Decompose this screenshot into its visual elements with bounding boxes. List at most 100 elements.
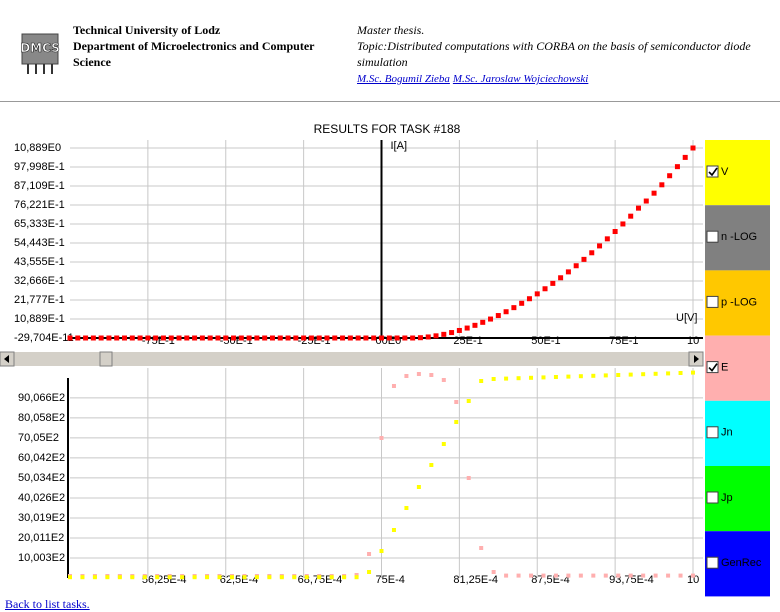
y-tick-label: 40,026E2 [18, 492, 65, 504]
data-point [674, 164, 680, 170]
thesis-info: Master thesis. Topic:Distributed computa… [357, 22, 777, 87]
data-point [682, 154, 688, 160]
data-point [666, 371, 671, 376]
data-point [229, 575, 234, 580]
logo-chip [21, 33, 59, 65]
data-point [653, 371, 658, 376]
y-tick-label: 50,034E2 [18, 472, 65, 484]
checkbox[interactable] [706, 426, 719, 439]
back-link[interactable]: Back to list tasks. [5, 597, 90, 611]
data-point [180, 575, 185, 580]
checkbox[interactable] [706, 556, 719, 569]
y-tick-label: 21,777E-1 [14, 294, 65, 306]
data-point [565, 269, 571, 275]
check-mark [708, 363, 718, 372]
y-tick-label: 10,889E-1 [14, 313, 65, 325]
scrollbar[interactable] [0, 352, 703, 366]
data-point [267, 575, 272, 580]
data-point [277, 335, 283, 341]
y-tick-label: 10,889E0 [14, 142, 61, 154]
thesis: Master thesis. [357, 23, 425, 37]
data-point [192, 575, 197, 580]
data-point [635, 205, 641, 211]
x-tick-label: 25E-1 [453, 335, 482, 347]
data-point [558, 275, 564, 281]
checkbox[interactable] [706, 230, 719, 243]
x-tick-label: 75E-4 [376, 574, 405, 586]
data-point [215, 335, 221, 341]
data-point [246, 335, 252, 341]
data-point [316, 335, 322, 341]
legend-label: V [721, 166, 729, 178]
data-point [391, 384, 396, 388]
data-point [628, 372, 633, 377]
data-point [526, 296, 532, 302]
data-point [516, 376, 521, 381]
y-tick-label: 10,003E2 [18, 552, 65, 564]
checkbox[interactable] [706, 295, 719, 308]
y-tick-label: 80,058E2 [18, 412, 65, 424]
data-point [691, 370, 695, 375]
data-point [168, 335, 174, 341]
data-point [550, 280, 556, 286]
data-point [416, 372, 421, 376]
data-point [114, 335, 120, 341]
checkbox[interactable] [706, 361, 719, 374]
x-axis-label: U[V] [676, 312, 697, 324]
data-point [429, 463, 434, 467]
x-tick-label: 56,25E-4 [142, 574, 187, 586]
y-tick-label: -29,704E-11 [14, 332, 74, 344]
author-link[interactable]: M.Sc. Bogumil Zieba [357, 73, 450, 85]
data-point [416, 485, 421, 489]
data-point [105, 575, 110, 580]
x-tick-label: 81,25E-4 [453, 574, 498, 586]
legend-label: Jp [721, 492, 733, 504]
legend-label: n -LOG [721, 231, 757, 243]
data-point [603, 373, 608, 378]
data-point [454, 400, 459, 404]
data-point [145, 335, 151, 341]
data-point [604, 236, 610, 242]
data-point [262, 335, 268, 341]
data-point [491, 377, 496, 381]
data-point [207, 335, 213, 341]
data-point [678, 371, 683, 375]
data-point [566, 573, 571, 578]
data-point [429, 373, 434, 377]
data-point [379, 335, 384, 341]
checkbox[interactable] [706, 165, 719, 178]
scroll-thumb[interactable] [99, 351, 113, 367]
data-point [342, 575, 347, 580]
data-point [541, 375, 546, 380]
data-point [417, 335, 423, 341]
authors: M.Sc. Bogumil Zieba M.Sc. Jaroslaw Wojci… [357, 70, 777, 87]
author-link[interactable]: M.Sc. Jaroslaw Wojciechowski [452, 73, 589, 85]
data-point [223, 335, 229, 341]
data-point [589, 250, 595, 256]
data-point [340, 335, 346, 341]
data-point [167, 575, 172, 580]
data-point [641, 372, 646, 377]
data-point [324, 335, 330, 341]
data-point [529, 573, 534, 578]
data-point [678, 573, 683, 578]
data-point [130, 575, 135, 580]
y-tick-label: 43,555E-1 [14, 256, 65, 268]
legend-label: Jn [721, 427, 733, 439]
data-point [466, 476, 471, 480]
data-point [410, 335, 416, 341]
data-point [92, 575, 97, 580]
data-point [433, 333, 439, 339]
arrow [694, 355, 699, 363]
data-point [472, 322, 478, 328]
data-point [367, 552, 372, 556]
data-point [628, 573, 633, 578]
data-point [578, 573, 583, 578]
data-point [304, 575, 309, 580]
data-point [503, 309, 509, 315]
logo: DMCS [20, 33, 60, 74]
checkbox[interactable] [706, 491, 719, 504]
data-point [597, 243, 603, 249]
data-point [667, 173, 673, 179]
data-point [441, 378, 446, 382]
